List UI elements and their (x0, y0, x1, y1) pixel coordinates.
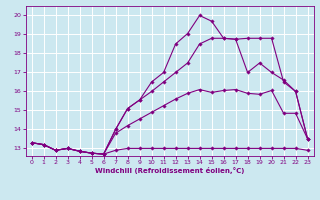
X-axis label: Windchill (Refroidissement éolien,°C): Windchill (Refroidissement éolien,°C) (95, 167, 244, 174)
